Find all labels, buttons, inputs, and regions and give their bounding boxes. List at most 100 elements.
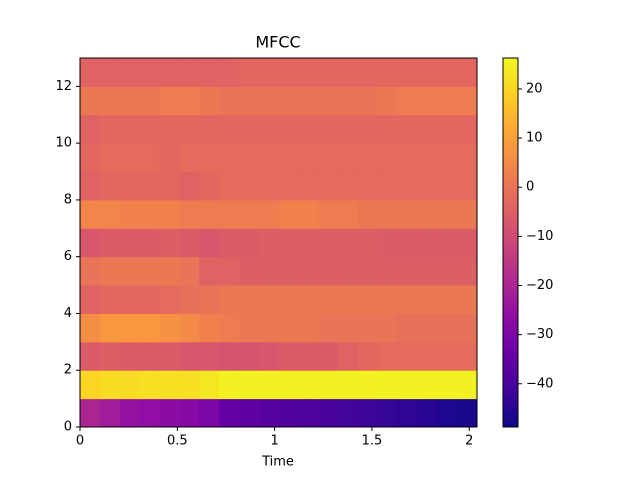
- heatmap-cell: [338, 143, 359, 173]
- heatmap-cell: [139, 199, 160, 229]
- heatmap-cell: [80, 341, 101, 371]
- heatmap-cell: [218, 285, 240, 314]
- heatmap-cell: [338, 199, 359, 229]
- heatmap-cell: [298, 199, 319, 229]
- heatmap-cell: [238, 228, 260, 258]
- heatmap-cell: [99, 143, 121, 173]
- heatmap-cell: [457, 313, 478, 343]
- heatmap-cell: [119, 285, 141, 314]
- heatmap-cell: [119, 398, 141, 428]
- heatmap-cell: [338, 228, 359, 258]
- heatmap-cell: [437, 58, 458, 87]
- heatmap-cell: [179, 114, 200, 144]
- heatmap-cell: [338, 256, 359, 286]
- heatmap-cell: [80, 143, 101, 173]
- heatmap-cell: [437, 86, 458, 116]
- heatmap-cell: [338, 370, 359, 400]
- heatmap-cell: [357, 86, 379, 116]
- x-tick-label: 1.5: [362, 434, 383, 449]
- heatmap-cell: [119, 143, 141, 173]
- heatmap-cell: [417, 143, 438, 173]
- heatmap-cell: [397, 285, 418, 314]
- heatmap-cell: [139, 398, 160, 428]
- heatmap-cell: [199, 341, 220, 371]
- heatmap-cell: [318, 398, 339, 428]
- colorbar-tick-label: −30: [526, 327, 553, 342]
- heatmap-cell: [457, 285, 478, 314]
- heatmap-cell: [119, 256, 141, 286]
- heatmap-cell: [298, 143, 319, 173]
- heatmap-cell: [80, 370, 101, 400]
- heatmap-cell: [258, 341, 279, 371]
- heatmap-cell: [457, 370, 478, 400]
- heatmap-cell: [139, 370, 160, 400]
- heatmap-cell: [179, 398, 200, 428]
- heatmap-cell: [377, 199, 399, 229]
- heatmap-cell: [119, 171, 141, 201]
- heatmap-cell: [80, 285, 101, 314]
- heatmap-cell: [318, 86, 339, 116]
- heatmap-cell: [318, 313, 339, 343]
- colorbar-tick-label: 20: [526, 81, 543, 96]
- x-tick-label: 2: [465, 434, 473, 449]
- heatmap-cell: [278, 370, 299, 400]
- y-tick-label: 10: [55, 136, 72, 151]
- heatmap-cell: [397, 398, 418, 428]
- heatmap-cell: [377, 256, 399, 286]
- heatmap-cell: [199, 313, 220, 343]
- heatmap-cell: [437, 341, 458, 371]
- heatmap-cell: [417, 199, 438, 229]
- heatmap-cell: [338, 285, 359, 314]
- heatmap-cell: [139, 285, 160, 314]
- heatmap-cell: [417, 256, 438, 286]
- heatmap-cell: [278, 285, 299, 314]
- heatmap-cell: [357, 313, 379, 343]
- heatmap-cell: [437, 228, 458, 258]
- heatmap-cell: [218, 114, 240, 144]
- heatmap-cell: [377, 285, 399, 314]
- colorbar-tick-label: 0: [526, 180, 534, 195]
- heatmap-cell: [417, 313, 438, 343]
- heatmap-cell: [139, 341, 160, 371]
- heatmap-cell: [139, 114, 160, 144]
- heatmap-cell: [357, 341, 379, 371]
- heatmap-cell: [318, 228, 339, 258]
- heatmap-cell: [437, 285, 458, 314]
- heatmap-cell: [119, 58, 141, 87]
- heatmap-cell: [457, 114, 478, 144]
- heatmap-cell: [238, 256, 260, 286]
- heatmap-cell: [80, 398, 101, 428]
- heatmap-cell: [278, 199, 299, 229]
- heatmap-cell: [258, 86, 279, 116]
- heatmap-cell: [80, 58, 101, 87]
- heatmap-cell: [238, 398, 260, 428]
- heatmap-cell: [99, 285, 121, 314]
- heatmap-cell: [179, 313, 200, 343]
- heatmap-cell: [357, 143, 379, 173]
- heatmap-cell: [238, 171, 260, 201]
- heatmap-cell: [99, 114, 121, 144]
- heatmap-cell: [218, 313, 240, 343]
- heatmap-cell: [139, 86, 160, 116]
- heatmap-cell: [139, 313, 160, 343]
- heatmap-cell: [457, 171, 478, 201]
- x-axis-label: Time: [261, 455, 294, 470]
- heatmap-cell: [258, 171, 279, 201]
- heatmap-cell: [199, 143, 220, 173]
- heatmap-cell: [119, 228, 141, 258]
- heatmap-cell: [457, 86, 478, 116]
- heatmap-cell: [338, 398, 359, 428]
- heatmap-cell: [218, 86, 240, 116]
- heatmap-cell: [437, 199, 458, 229]
- heatmap-cell: [99, 256, 121, 286]
- heatmap-cell: [199, 199, 220, 229]
- heatmap-cell: [318, 58, 339, 87]
- heatmap-cell: [218, 370, 240, 400]
- heatmap-cell: [80, 199, 101, 229]
- heatmap-cell: [397, 256, 418, 286]
- heatmap-cell: [179, 171, 200, 201]
- heatmap-cell: [258, 199, 279, 229]
- heatmap-cell: [119, 341, 141, 371]
- heatmap-cell: [238, 370, 260, 400]
